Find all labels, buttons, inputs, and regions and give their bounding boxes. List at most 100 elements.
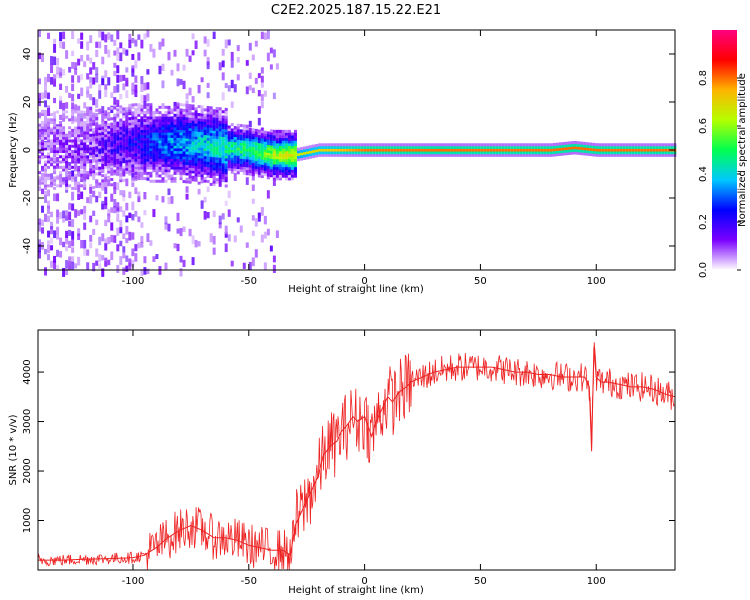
heatmap-cell (179, 156, 183, 160)
heatmap-cell (643, 153, 647, 157)
heatmap-cell (98, 185, 102, 189)
heatmap-cell (119, 137, 123, 141)
heatmap-cell (149, 150, 153, 154)
heatmap-cell (462, 151, 466, 155)
heatmap-cell (95, 41, 99, 48)
heatmap-cell (74, 134, 78, 138)
heatmap-cell (71, 94, 75, 102)
heatmap-cell (173, 113, 177, 117)
heatmap-cell (284, 153, 288, 157)
heatmap-cell (104, 178, 108, 182)
heatmap-cell (176, 121, 180, 125)
heatmap-cell (194, 170, 198, 174)
heatmap-cell (122, 139, 126, 143)
heatmap-cell (278, 143, 282, 147)
heatmap-cell (65, 157, 69, 161)
heatmap-cell (227, 136, 231, 140)
heatmap-cell (197, 157, 201, 161)
heatmap-cell (272, 164, 276, 168)
heatmap-cell (107, 179, 111, 187)
heatmap-cell (278, 135, 282, 139)
heatmap-cell (206, 186, 210, 193)
heatmap-cell (224, 225, 228, 235)
heatmap-cell (236, 152, 240, 156)
heatmap-cell (128, 258, 132, 267)
heatmap-cell (263, 141, 267, 145)
heatmap-cell (134, 134, 138, 138)
heatmap-cell (197, 128, 201, 132)
heatmap-cell (65, 147, 69, 151)
heatmap-cell (429, 145, 433, 149)
heatmap-cell (266, 141, 270, 145)
heatmap-cell (83, 150, 87, 153)
heatmap-cell (266, 147, 270, 151)
heatmap-cell (254, 249, 258, 258)
heatmap-cell (161, 103, 165, 107)
heatmap-cell (489, 153, 493, 157)
heatmap-cell (224, 243, 228, 253)
heatmap-cell (191, 125, 195, 129)
heatmap-cell (95, 67, 99, 75)
heatmap-cell (245, 156, 249, 160)
heatmap-cell (191, 141, 195, 145)
heatmap-cell (239, 161, 243, 165)
heatmap-cell (324, 145, 328, 149)
heatmap-cell (209, 111, 213, 115)
heatmap-cell (167, 116, 171, 120)
heatmap-cell (146, 158, 150, 162)
heatmap-cell (640, 145, 644, 149)
heatmap-cell (101, 139, 105, 143)
heatmap-cell (164, 158, 168, 162)
heatmap-cell (206, 111, 210, 115)
heatmap-cell (218, 215, 222, 225)
heatmap-cell (260, 127, 264, 131)
heatmap-cell (92, 172, 96, 176)
heatmap-cell (251, 152, 255, 156)
heatmap-cell (342, 148, 346, 152)
heatmap-cell (206, 169, 210, 173)
heatmap-cell (164, 121, 168, 125)
heatmap-cell (167, 126, 171, 130)
heatmap-cell (59, 134, 63, 138)
heatmap-cell (607, 143, 611, 147)
heatmap-cell (631, 151, 635, 155)
spectrogram-x-tick-label: -100 (122, 276, 145, 287)
heatmap-cell (125, 265, 129, 272)
heatmap-cell (107, 154, 111, 158)
heatmap-cell (348, 151, 352, 155)
heatmap-cell (230, 133, 234, 137)
heatmap-cell (215, 130, 219, 134)
heatmap-cell (92, 164, 96, 168)
heatmap-cell (155, 137, 159, 141)
heatmap-cell (272, 177, 276, 181)
heatmap-cell (417, 143, 421, 147)
heatmap-cell (598, 145, 602, 149)
heatmap-cell (182, 108, 186, 112)
heatmap-cell (333, 145, 337, 149)
heatmap-cell (65, 186, 69, 190)
heatmap-cell (89, 125, 93, 129)
heatmap-cell (56, 57, 60, 66)
heatmap-cell (83, 120, 87, 124)
heatmap-cell (269, 142, 273, 146)
heatmap-cell (592, 148, 596, 152)
heatmap-cell (41, 165, 45, 169)
heatmap-cell (137, 142, 141, 146)
heatmap-cell (137, 137, 141, 141)
heatmap-cell (221, 173, 225, 177)
heatmap-cell (263, 231, 267, 239)
heatmap-cell (68, 171, 72, 175)
heatmap-cell (239, 153, 243, 157)
heatmap-cell (667, 145, 671, 149)
heatmap-cell (92, 175, 96, 179)
heatmap-cell (245, 145, 249, 149)
heatmap-cell (360, 143, 364, 147)
heatmap-cell (50, 211, 54, 218)
heatmap-cell (194, 112, 198, 116)
heatmap-cell (405, 145, 409, 149)
heatmap-cell (483, 145, 487, 149)
heatmap-cell (71, 256, 75, 264)
heatmap-cell (95, 140, 99, 144)
heatmap-cell (269, 171, 273, 175)
heatmap-cell (53, 38, 57, 45)
